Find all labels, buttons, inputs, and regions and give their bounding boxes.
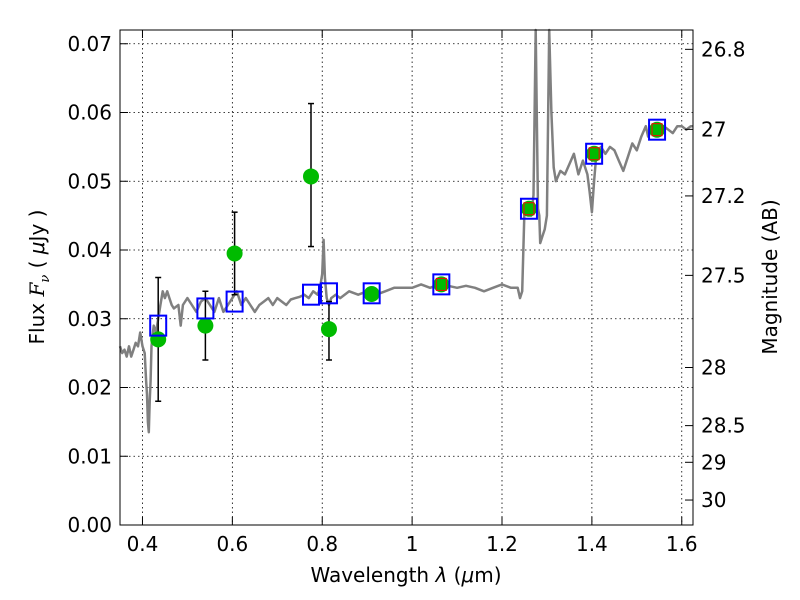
spectrum-layer: [118, 28, 693, 434]
y-tick-label: 0.04: [67, 238, 112, 262]
filter-point: [523, 202, 535, 216]
mag-tick-label: 26.8: [701, 37, 746, 61]
gridlines: [120, 30, 693, 525]
model-point: [319, 282, 338, 305]
observed-point: [150, 331, 167, 348]
x-tick-label: 0.4: [127, 532, 159, 556]
spectrum-line: [118, 28, 693, 434]
observed-point: [303, 168, 319, 185]
x-tick-label: 1.4: [576, 532, 608, 556]
observed-point: [649, 121, 666, 138]
observed-point: [433, 276, 450, 293]
filter-point: [435, 277, 447, 291]
x-tick-label: 1.6: [666, 532, 698, 556]
right-axis-label: Magnitude (AB): [758, 199, 782, 354]
model-point: [432, 273, 451, 296]
observed-point: [586, 145, 603, 162]
observed-point: [226, 245, 243, 262]
mag-tick-label: 27.5: [701, 263, 746, 287]
observed-point: [363, 286, 380, 302]
model-point: [225, 290, 244, 313]
mag-tick-label: 29: [701, 450, 726, 474]
y-tick-label: 0.00: [67, 513, 112, 537]
x-tick-label: 1: [406, 532, 419, 556]
axis-ticks: 0.4 0.6 0.8 1 1.2 1.4 1.6 0.00 0.01 0.02 0.03 0.04 0…: [67, 30, 746, 556]
photometry-markers: [149, 118, 667, 348]
observed-point: [197, 317, 214, 334]
y-tick-label: 0.05: [67, 169, 112, 193]
model-point: [648, 118, 667, 141]
axes-frame: [119, 29, 694, 526]
y-tick-label: 0.03: [67, 307, 112, 331]
x-tick-label: 1.2: [486, 532, 518, 556]
x-tick-label: 0.8: [306, 532, 338, 556]
y-tick-label: 0.01: [67, 444, 112, 468]
y-tick-label: 0.06: [67, 101, 112, 125]
model-point: [519, 197, 538, 220]
mag-tick-label: 27.2: [701, 184, 746, 208]
y-axis-label: Flux Fν ( μJy ): [25, 210, 53, 345]
mag-tick-label: 28.5: [701, 414, 746, 438]
x-axis-label: Wavelength λ (μm): [310, 563, 501, 587]
observed-point: [520, 200, 537, 217]
model-point: [585, 142, 604, 165]
mag-tick-label: 28: [701, 355, 726, 379]
filter-point: [651, 123, 663, 137]
model-point: [149, 314, 168, 337]
mag-tick-label: 27: [701, 117, 726, 141]
observed-point: [320, 321, 337, 338]
mag-tick-label: 30: [701, 488, 726, 512]
y-tick-label: 0.02: [67, 376, 112, 400]
model-point: [302, 283, 320, 306]
y-tick-label: 0.07: [67, 32, 112, 56]
filter-point: [588, 147, 600, 161]
x-tick-label: 0.6: [216, 532, 248, 556]
model-point: [362, 282, 381, 305]
errorbars: [155, 102, 332, 402]
model-point: [196, 297, 215, 320]
